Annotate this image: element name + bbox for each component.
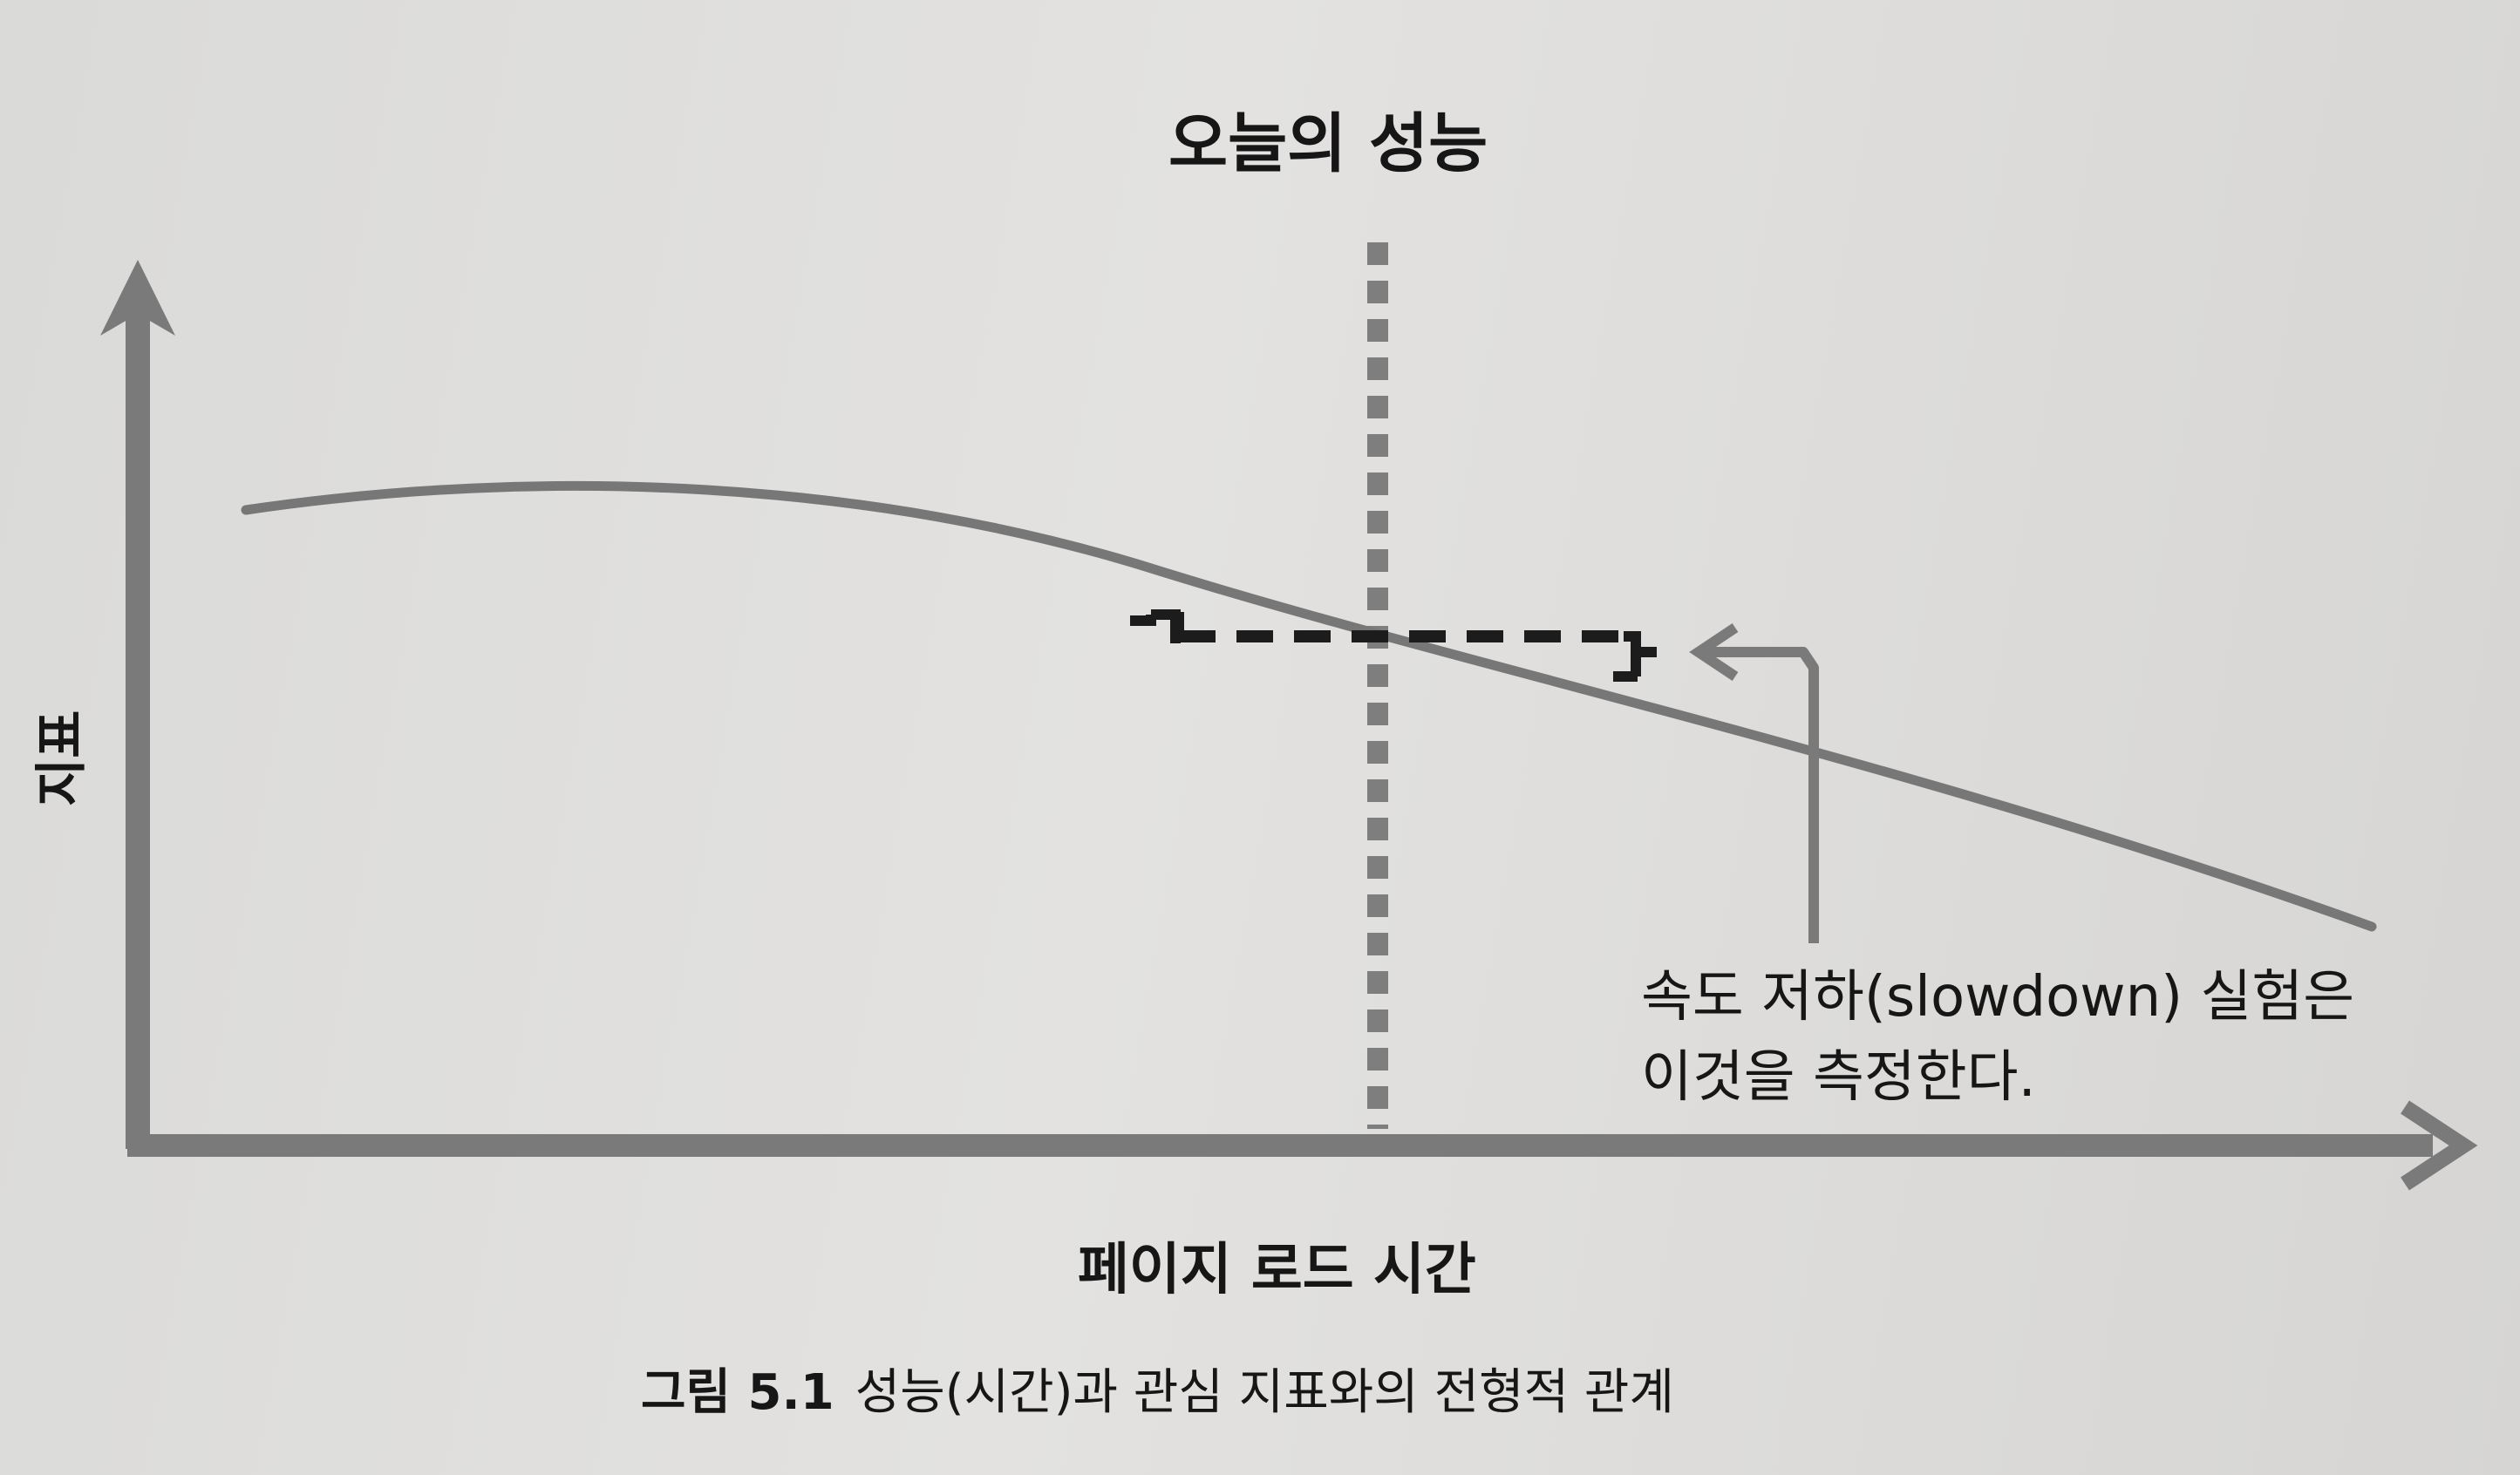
caption-number: 그림 5.1 <box>641 1364 834 1421</box>
figure-title: 오늘의 성능 <box>1168 106 1488 181</box>
metric-curve <box>241 480 2377 932</box>
figure-caption: 그림 5.1 성능(시간)과 관심 지표와의 전형적 관계 <box>641 1353 1674 1424</box>
x-axis-arrowhead <box>2401 1100 2478 1191</box>
y-axis-arrowhead <box>100 260 175 336</box>
y-axis-label: 지표 <box>31 710 92 806</box>
x-axis-label: 페이지 로드 시간 <box>1078 1238 1476 1302</box>
caption-text: 성능(시간)과 관심 지표와의 전형적 관계 <box>855 1364 1674 1421</box>
annotation-arrow <box>1689 623 1819 943</box>
slowdown-annotation: 속도 저하(slowdown) 실험은 이것을 측정한다. <box>1641 965 2355 1110</box>
slowdown-bracket <box>1130 609 1657 682</box>
